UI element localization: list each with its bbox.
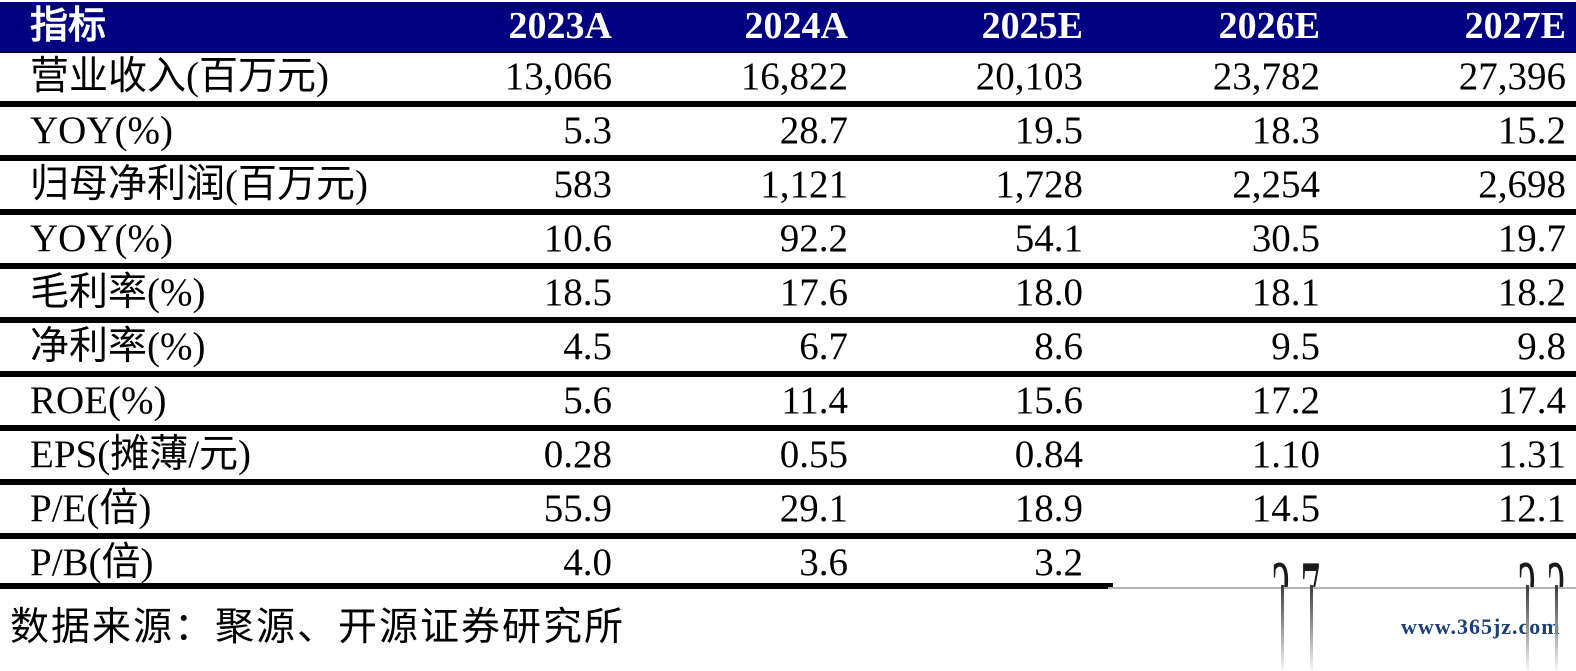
cell-value-obscured: 2.2 (1320, 539, 1576, 671)
cell-value: 9.8 (1517, 325, 1566, 368)
metric-label: 毛利率(%) (30, 271, 206, 314)
cell-value: 54.1 (1014, 217, 1083, 260)
cell-value: 17.6 (779, 271, 848, 314)
column-header-2026e: 2026E (1218, 5, 1320, 47)
metric-label: 归母净利润(百万元) (30, 163, 368, 206)
column-header-metric: 指标 (30, 5, 107, 47)
table-row-revenue: 营业收入(百万元) 13,066 16,822 20,103 23,782 27… (0, 53, 1576, 107)
table-bottom-border-faded (1108, 587, 1576, 589)
cell-value: 1,121 (760, 163, 848, 206)
cell-value: 3.6 (799, 541, 848, 584)
cell-value: 27,396 (1458, 55, 1566, 98)
table-row-profit-yoy: YOY(%) 10.6 92.2 54.1 30.5 19.7 (0, 215, 1576, 269)
cell-value: 5.6 (563, 379, 612, 422)
cell-value: 15.2 (1497, 109, 1566, 152)
cell-value: 18.9 (1014, 487, 1083, 530)
cell-value: 23,782 (1212, 55, 1320, 98)
cell-value: 18.3 (1251, 109, 1320, 152)
table-row-net-margin: 净利率(%) 4.5 6.7 8.6 9.5 9.8 (0, 323, 1576, 377)
cell-value-obscured: 2.7 (1083, 539, 1320, 671)
smear-streak (1310, 585, 1313, 671)
column-header-2024a: 2024A (744, 5, 848, 47)
metric-label: YOY(%) (30, 109, 173, 152)
column-header-2027e: 2027E (1464, 5, 1566, 47)
metric-label: 营业收入(百万元) (30, 55, 329, 98)
column-header-2023a: 2023A (508, 5, 612, 47)
cell-value: 2,698 (1478, 163, 1566, 206)
cell-value: 1,728 (995, 163, 1083, 206)
cell-value: 6.7 (799, 325, 848, 368)
smear-streak (1526, 585, 1529, 671)
cell-value: 30.5 (1251, 217, 1320, 260)
cell-value: 19.7 (1497, 217, 1566, 260)
smear-streak (1555, 585, 1558, 671)
cell-value: 10.6 (543, 217, 612, 260)
table-row-eps: EPS(摊薄/元) 0.28 0.55 0.84 1.10 1.31 (0, 431, 1576, 485)
metric-label: YOY(%) (30, 217, 173, 260)
cell-value: 17.4 (1497, 379, 1566, 422)
cell-value: 29.1 (779, 487, 848, 530)
cell-value: 19.5 (1014, 109, 1083, 152)
cell-value: 583 (553, 163, 613, 206)
table-row-net-profit: 归母净利润(百万元) 583 1,121 1,728 2,254 2,698 (0, 161, 1576, 215)
watermark: www.365jz.com (1401, 614, 1561, 639)
smeared-value-clip: 2.2 (1426, 543, 1566, 587)
cell-value: 0.55 (779, 433, 848, 476)
table-header-row: 指标 2023A 2024A 2025E 2026E 2027E (0, 2, 1576, 53)
cell-value: 8.6 (1034, 325, 1083, 368)
cell-value: 18.5 (543, 271, 612, 314)
cell-value: 0.84 (1014, 433, 1083, 476)
smeared-value-clip: 2.7 (1180, 543, 1320, 587)
cell-value: 1.10 (1251, 433, 1320, 476)
metric-label: P/B(倍) (30, 541, 154, 584)
cell-value: 0.28 (543, 433, 612, 476)
cell-value: 2,254 (1232, 163, 1320, 206)
cell-value: 55.9 (543, 487, 612, 530)
cell-value: 3.2 (1034, 541, 1083, 584)
metric-label: EPS(摊薄/元) (30, 433, 252, 476)
cell-value: 4.0 (563, 541, 612, 584)
column-header-2025e: 2025E (981, 5, 1083, 47)
table-row-pb: P/B(倍) 4.0 3.6 3.2 2.7 2.2 (0, 539, 1576, 671)
cell-value: 1.31 (1497, 433, 1566, 476)
metric-label: 净利率(%) (30, 325, 206, 368)
table-row-gross-margin: 毛利率(%) 18.5 17.6 18.0 18.1 18.2 (0, 269, 1576, 323)
cell-value: 11.4 (781, 379, 848, 422)
cell-value: 28.7 (779, 109, 848, 152)
cell-value: 4.5 (563, 325, 612, 368)
cell-value: 18.0 (1014, 271, 1083, 314)
cell-value: 18.1 (1251, 271, 1320, 314)
cell-value: 12.1 (1497, 487, 1566, 530)
cell-value: 16,822 (740, 55, 848, 98)
table-row-pe: P/E(倍) 55.9 29.1 18.9 14.5 12.1 (0, 485, 1576, 539)
cell-value: 20,103 (975, 55, 1083, 98)
table-row-revenue-yoy: YOY(%) 5.3 28.7 19.5 18.3 15.2 (0, 107, 1576, 161)
smear-streak (1281, 585, 1284, 671)
metric-label: P/E(倍) (30, 487, 152, 530)
table-row-roe: ROE(%) 5.6 11.4 15.6 17.2 17.4 (0, 377, 1576, 431)
cell-value: 5.3 (563, 109, 612, 152)
cell-value: 18.2 (1497, 271, 1566, 314)
metric-label: ROE(%) (30, 379, 167, 422)
cell-value: 9.5 (1271, 325, 1320, 368)
cell-value: 92.2 (779, 217, 848, 260)
table-bottom-border (0, 583, 1113, 589)
source-note: 数据来源：聚源、开源证券研究所 (10, 606, 626, 649)
cell-value: 14.5 (1251, 487, 1320, 530)
cell-value: 17.2 (1251, 379, 1320, 422)
cell-value: 13,066 (504, 55, 612, 98)
cell-value: 15.6 (1014, 379, 1083, 422)
